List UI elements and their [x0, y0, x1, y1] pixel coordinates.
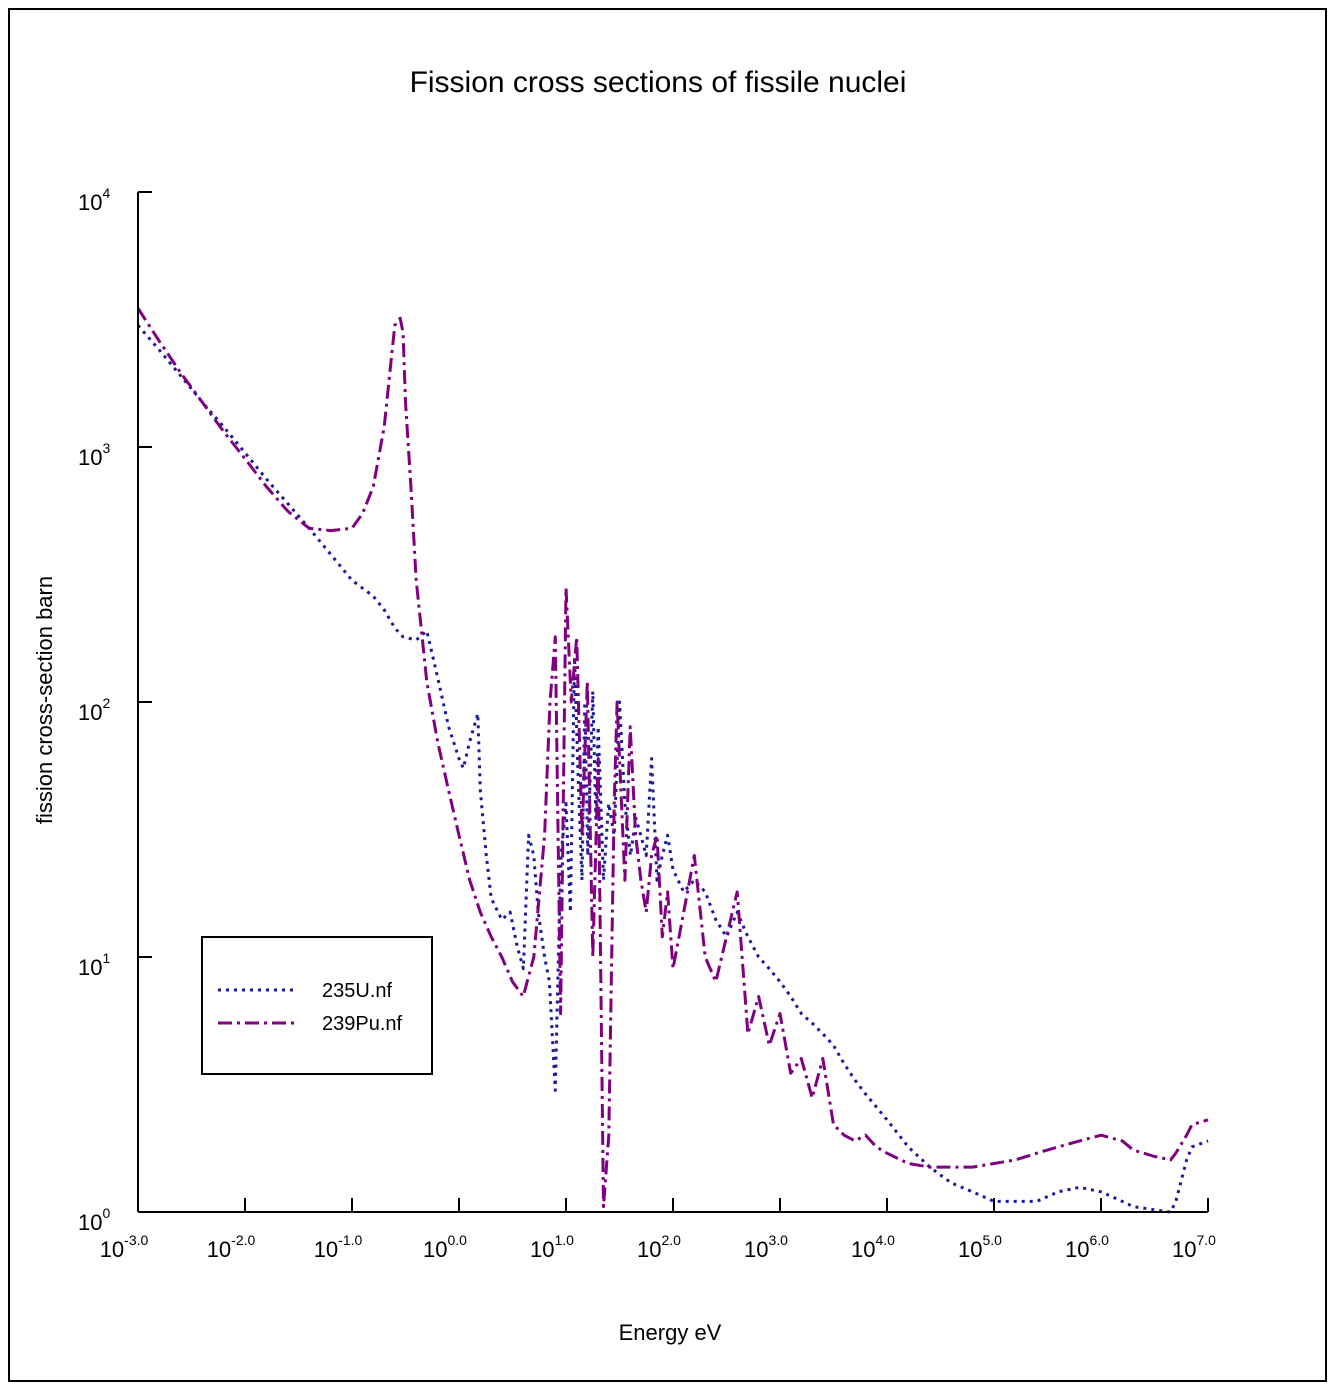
legend-label-239Pu: 239Pu.nf [322, 1013, 403, 1035]
x-tick-label: 107.0 [1172, 1232, 1216, 1262]
x-tick-label: 104.0 [851, 1232, 895, 1262]
x-axis-label: Energy eV [619, 1320, 722, 1345]
y-tick-label: 100 [78, 1205, 110, 1235]
chart-frame [8, 8, 1327, 1382]
x-tick-label: 10-1.0 [314, 1232, 363, 1262]
x-tick-label: 100.0 [423, 1232, 467, 1262]
x-tick-label: 102.0 [637, 1232, 681, 1262]
series-line-239Pu-nf [136, 307, 1209, 1209]
y-axis-label: fission cross-section barn [32, 576, 57, 824]
legend: 235U.nf 239Pu.nf [201, 936, 433, 1075]
y-tick-label: 102 [78, 695, 110, 725]
legend-label-235U: 235U.nf [322, 980, 392, 1002]
y-tick-label: 104 [78, 185, 110, 215]
y-tick-label: 103 [78, 440, 110, 470]
x-tick-label: 10-2.0 [207, 1232, 256, 1262]
series-line-235U-nf [136, 324, 1209, 1214]
series-layer [136, 307, 1209, 1214]
ticks-layer: 10-3.0 10-2.0 10-1.0 100.0 101.0 102.0 103.0 10… [78, 185, 1216, 1262]
chart-title: Fission cross sections of fissile nuclei [410, 66, 907, 99]
x-tick-label: 101.0 [530, 1232, 574, 1262]
y-tick-label: 101 [78, 950, 110, 980]
legend-box [201, 936, 433, 1075]
x-tick-label: 103.0 [744, 1232, 788, 1262]
x-tick-label: 105.0 [958, 1232, 1002, 1262]
x-tick-label: 106.0 [1065, 1232, 1109, 1262]
x-tick-label: 10-3.0 [100, 1232, 149, 1262]
